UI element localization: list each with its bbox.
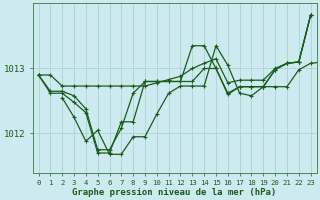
X-axis label: Graphe pression niveau de la mer (hPa): Graphe pression niveau de la mer (hPa) <box>72 188 277 197</box>
